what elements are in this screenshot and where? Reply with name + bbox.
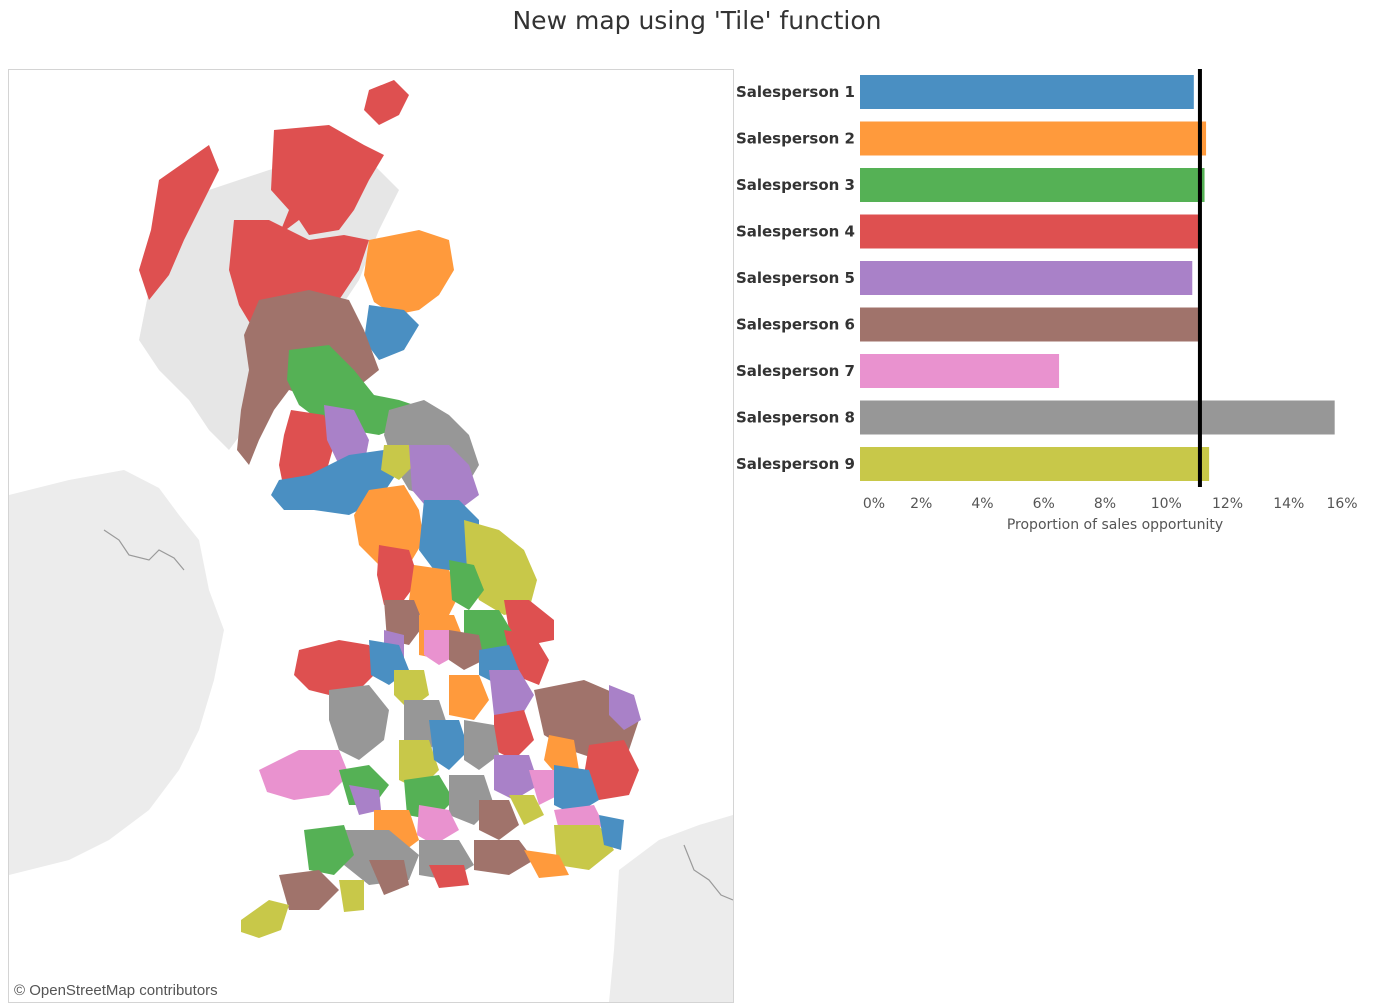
- category-label: Salesperson 2: [736, 130, 855, 148]
- bar-6: [860, 307, 1202, 342]
- region-green-york: [449, 560, 484, 610]
- x-tick-label: 14%: [1273, 496, 1304, 512]
- region-pink-west-wales: [259, 750, 349, 800]
- region-purple-bedford: [494, 755, 539, 800]
- region-orange-brighton: [524, 850, 569, 878]
- x-tick-label: 8%: [1094, 496, 1116, 512]
- ireland-border: [103, 529, 185, 571]
- region-orange-cumbria: [354, 485, 424, 565]
- map-attribution: © OpenStreetMap contributors: [14, 982, 218, 999]
- category-label: Salesperson 3: [736, 176, 855, 194]
- region-pink-essex: [529, 770, 559, 805]
- region-blue-durham: [419, 500, 479, 570]
- region-pink-reading: [417, 805, 459, 845]
- region-yellow-exeter: [339, 880, 364, 912]
- x-axis-title: Proportion of sales opportunity: [1007, 517, 1223, 533]
- region-blue-worcester: [429, 720, 469, 770]
- region-green-central-belt: [287, 345, 414, 435]
- region-yellow-cornwall: [241, 900, 289, 938]
- bar-2: [860, 121, 1207, 156]
- region-blue-dundee: [364, 305, 419, 360]
- category-label: Salesperson 8: [736, 409, 855, 427]
- region-orange-leicester: [449, 675, 489, 720]
- region-grey-mid-wales: [329, 685, 389, 760]
- x-tick-label: 0%: [863, 496, 885, 512]
- category-label: Salesperson 1: [736, 83, 855, 101]
- bar-chart: Salesperson 1 Salesperson 2 Salesperson 3 S…: [736, 64, 1386, 544]
- category-label: Salesperson 6: [736, 316, 855, 334]
- bar-3: [860, 168, 1205, 202]
- region-blue-kent-east: [599, 815, 624, 850]
- region-green-devon-north: [304, 825, 354, 875]
- region-yellow-london: [509, 795, 544, 825]
- region-blue-colchester: [554, 765, 599, 815]
- x-tick-label: 10%: [1151, 496, 1182, 512]
- bar-1: [860, 75, 1194, 109]
- region-grey-northampton: [464, 720, 499, 770]
- x-tick-label: 4%: [971, 496, 993, 512]
- region-pink-stoke: [424, 630, 457, 665]
- region-orange-aberdeen: [364, 230, 454, 315]
- region-yellow-kent: [554, 825, 614, 870]
- region-brown-derby: [449, 630, 484, 670]
- region-red-west: [139, 145, 219, 300]
- region-purple-peterborough: [489, 670, 534, 720]
- region-purple-lanark: [324, 405, 369, 465]
- region-orange-ipswich: [544, 735, 579, 775]
- bar-7: [860, 354, 1060, 388]
- region-red-highlands: [271, 125, 384, 235]
- bar-4: [860, 214, 1200, 249]
- category-label: Salesperson 9: [736, 455, 855, 473]
- bar-chart-svg: Salesperson 1 Salesperson 2 Salesperson 3 S…: [736, 69, 1358, 533]
- region-red-orkney: [364, 80, 409, 125]
- region-brown-somerset: [369, 860, 409, 895]
- region-purple-cardiff: [349, 785, 381, 815]
- region-brown-london-west: [479, 800, 519, 840]
- region-brown-dorset: [279, 870, 339, 910]
- region-red-cambridge: [494, 710, 534, 760]
- bar-5: [860, 261, 1193, 295]
- region-purple-norwich: [609, 685, 641, 730]
- x-tick-label: 6%: [1033, 496, 1055, 512]
- region-orange-leeds: [409, 565, 459, 620]
- region-brown-sussex: [474, 840, 534, 875]
- region-yellow-borders: [381, 445, 414, 480]
- continent-landmass: [609, 815, 733, 1002]
- category-label: Salesperson 4: [736, 223, 855, 241]
- region-purple-northumberland: [409, 445, 479, 510]
- category-label: Salesperson 7: [736, 362, 855, 380]
- x-tick-label: 16%: [1326, 496, 1357, 512]
- x-tick-label: 12%: [1212, 496, 1243, 512]
- map-panel[interactable]: © OpenStreetMap contributors: [8, 69, 734, 1003]
- bar-8: [860, 400, 1335, 435]
- ireland-landmass: [9, 470, 224, 875]
- uk-map[interactable]: [9, 70, 733, 1002]
- region-red-north-wales: [294, 640, 379, 695]
- page-title: New map using 'Tile' function: [512, 6, 882, 35]
- region-red-suffolk: [584, 740, 639, 800]
- bar-9: [860, 447, 1210, 481]
- continent-border: [683, 844, 733, 901]
- region-red-lancashire: [377, 545, 419, 605]
- region-red-portsmouth: [429, 865, 469, 888]
- category-label: Salesperson 5: [736, 269, 855, 287]
- x-tick-label: 2%: [910, 496, 932, 512]
